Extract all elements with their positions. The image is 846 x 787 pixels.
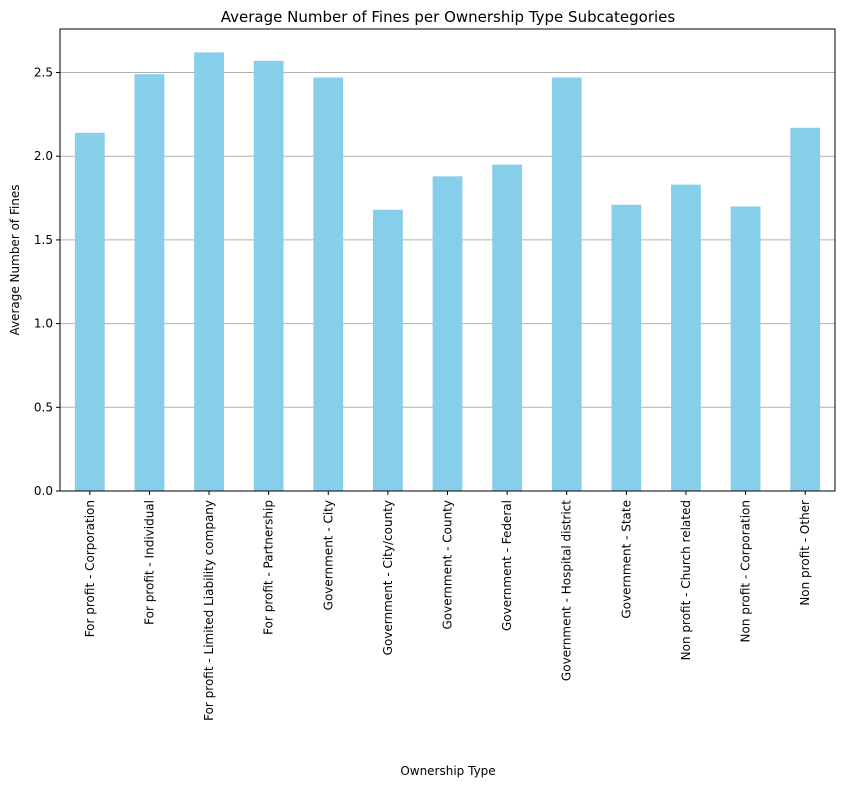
bar (74, 132, 105, 492)
bar (730, 206, 761, 491)
x-tick-label: Government - City/county (381, 500, 395, 655)
bar (194, 52, 224, 491)
bar (551, 77, 582, 491)
y-tick-label: 2.5 (34, 66, 53, 80)
x-tick-label: For profit - Partnership (262, 500, 276, 635)
y-axis-label: Average Number of Fines (8, 184, 22, 335)
x-tick-label: Government - Hospital district (560, 500, 574, 681)
bar (253, 60, 284, 491)
x-tick-label: For profit - Limited Liability company (202, 500, 216, 721)
x-tick-label: Government - County (441, 500, 455, 630)
bar (134, 74, 165, 492)
bar (790, 127, 821, 492)
bar (313, 77, 344, 491)
x-axis-label: Ownership Type (400, 764, 495, 778)
x-tick-label: Non profit - Corporation (739, 500, 753, 642)
bar (372, 209, 403, 492)
bar (492, 164, 523, 491)
x-tick-label: Government - Federal (500, 500, 514, 631)
y-tick-label: 1.0 (34, 317, 53, 331)
y-tick-label: 2.0 (34, 149, 53, 163)
x-tick-label: Non profit - Other (798, 500, 812, 606)
bar (432, 176, 463, 491)
y-tick-label: 0.0 (34, 484, 53, 498)
y-axis-ticks: 0.0 0.5 1.0 1.5 2.0 2.5 (34, 66, 60, 498)
chart-title: Average Number of Fines per Ownership Ty… (221, 8, 676, 26)
y-tick-label: 1.5 (34, 233, 53, 247)
x-tick-label: Non profit - Church related (679, 500, 693, 660)
bar (611, 204, 642, 491)
x-tick-label: Government - City (321, 500, 335, 610)
bars (74, 52, 821, 492)
y-tick-label: 0.5 (34, 400, 53, 414)
bar (671, 184, 701, 491)
x-axis-ticks: For profit - Corporation For profit - Ind… (83, 491, 812, 721)
x-tick-label: For profit - Individual (142, 500, 156, 625)
x-tick-label: Government - State (619, 500, 633, 619)
x-tick-label: For profit - Corporation (83, 500, 97, 637)
